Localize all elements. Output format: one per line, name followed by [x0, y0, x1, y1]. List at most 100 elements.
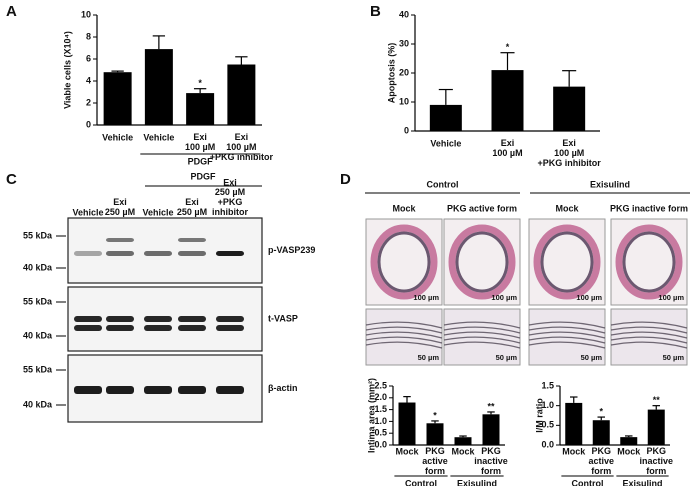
blot-band	[74, 251, 102, 256]
scale-label: 100 µm	[491, 293, 517, 302]
tissue-layer	[365, 336, 443, 344]
blot-band	[216, 251, 244, 256]
tissue-layer	[610, 341, 688, 349]
tissue-layer	[365, 326, 443, 334]
significance: *	[433, 410, 437, 420]
x-tick-label: Mock	[395, 446, 419, 456]
x-tick-label: Mock	[562, 446, 586, 456]
group-label: Control	[405, 478, 437, 486]
vessel-ring	[622, 231, 676, 293]
y-tick-label: 1.0	[374, 416, 387, 426]
vessel-ring	[377, 231, 431, 293]
error-bar	[562, 70, 577, 87]
error-bar	[625, 435, 633, 438]
blot-band	[216, 325, 244, 331]
y-tick-label: 8	[86, 31, 91, 41]
protein-label: p-VASP239	[268, 245, 315, 255]
error-bar	[111, 70, 124, 73]
y-tick-label: 1.0	[541, 400, 554, 410]
blot-band	[74, 325, 102, 331]
x-tick-label: PKG inactive form	[639, 446, 673, 476]
y-tick-label: 40	[399, 9, 409, 19]
y-tick-label: 30	[399, 38, 409, 48]
tissue-layer	[610, 336, 688, 344]
y-tick-label: 20	[399, 67, 409, 77]
blot-band	[106, 325, 134, 331]
group-label: PDGF	[188, 156, 214, 166]
bar	[227, 64, 256, 125]
lane-label: Exi 250 µM	[177, 197, 207, 217]
marker-label: 40 kDa	[23, 399, 53, 409]
vessel-ring	[540, 231, 594, 293]
blot-band	[178, 238, 206, 242]
protein-label: β-actin	[268, 383, 298, 393]
tissue-layer	[610, 326, 688, 334]
error-bar	[652, 405, 660, 410]
x-tick-label: Exi 100 µM	[185, 132, 215, 152]
lane-label: Vehicle	[142, 207, 173, 217]
blot-band	[144, 251, 172, 256]
error-bar	[431, 420, 439, 424]
y-tick-label: 2	[86, 97, 91, 107]
y-tick-label: 0.5	[374, 428, 387, 438]
scale-label: 100 µm	[658, 293, 684, 302]
marker-label: 40 kDa	[23, 330, 53, 340]
bar	[144, 49, 173, 125]
error-bar	[487, 411, 495, 415]
vessel-ring	[615, 224, 683, 300]
blot-band	[216, 316, 244, 322]
lane-label: Exi 250 µM	[105, 197, 135, 217]
panel-letter: B	[370, 3, 381, 20]
y-axis-label: Apoptosis (%)	[386, 43, 396, 104]
bar	[565, 402, 583, 445]
group-label: PDGF	[190, 171, 216, 181]
vessel-ring	[448, 224, 516, 300]
scale-label: 100 µm	[576, 293, 602, 302]
x-tick-label: Exi 100 µM +PKG inhibitor	[210, 132, 274, 162]
x-tick-label: Vehicle	[430, 138, 461, 148]
y-tick-label: 6	[86, 53, 91, 63]
bar	[491, 70, 524, 131]
error-bar	[500, 52, 515, 71]
blot-band	[144, 386, 172, 394]
x-tick-label: Vehicle	[143, 132, 174, 142]
blot-band	[144, 325, 172, 331]
y-tick-label: 2.0	[374, 392, 387, 402]
column-label: Mock	[392, 203, 416, 213]
bar	[426, 423, 444, 445]
significance: *	[599, 406, 603, 416]
x-tick-label: PKG inactive form	[474, 446, 508, 476]
bar	[592, 420, 610, 445]
y-tick-label: 10	[81, 9, 91, 19]
marker-label: 55 kDa	[23, 296, 53, 306]
tissue-layer	[528, 326, 606, 334]
y-tick-label: 0.0	[374, 439, 387, 449]
significance: *	[506, 42, 510, 52]
blot-band	[106, 251, 134, 256]
group-label: Exisulind	[457, 478, 497, 486]
significance: *	[198, 78, 202, 88]
lane-label: Exi 250 µM +PKG inhibitor	[212, 178, 248, 218]
group-label: Control	[427, 179, 459, 189]
significance: **	[487, 401, 495, 411]
panel-letter: C	[6, 171, 17, 188]
blot-band	[178, 251, 206, 256]
lane-label: Vehicle	[72, 207, 103, 217]
blot-band	[106, 238, 134, 242]
tissue-layer	[443, 336, 521, 344]
blot-band	[178, 325, 206, 331]
y-tick-label: 0.5	[541, 420, 554, 430]
y-axis-label: I/M ratio	[534, 398, 544, 433]
tissue-layer	[443, 326, 521, 334]
blot-band	[178, 386, 206, 394]
blot-band	[74, 386, 102, 394]
scale-label: 50 µm	[418, 353, 440, 362]
error-bar	[438, 88, 453, 105]
y-axis-label: Viable cells (X10⁴)	[62, 31, 72, 109]
y-tick-label: 0	[404, 125, 409, 135]
y-tick-label: 2.5	[374, 380, 387, 390]
vessel-ring	[533, 224, 601, 300]
blot-band	[144, 316, 172, 322]
scale-label: 50 µm	[581, 353, 603, 362]
bar	[553, 86, 586, 131]
